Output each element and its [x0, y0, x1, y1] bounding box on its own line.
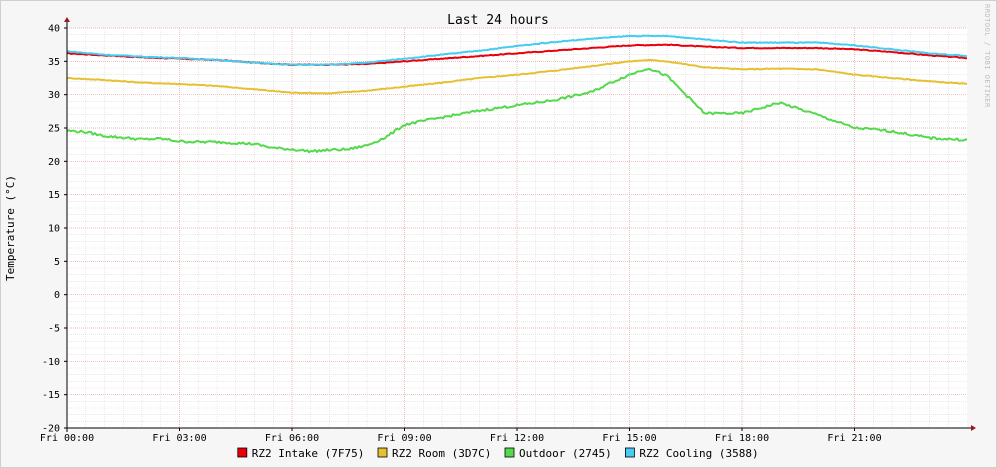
legend-swatch: [504, 447, 515, 458]
y-axis-label: Temperature (°C): [4, 175, 17, 281]
y-tick-label: -15: [42, 390, 60, 401]
x-tick-label: Fri 15:00: [602, 433, 656, 444]
legend-swatch: [625, 447, 635, 458]
y-tick-label: 30: [48, 90, 60, 101]
y-tick-label: 20: [48, 157, 60, 168]
y-tick-label: 15: [48, 190, 60, 201]
legend-swatch: [237, 447, 248, 458]
y-tick-labels: 40 35 30 25 20 15 10 5 0 -5 -10 -15 -20: [42, 24, 60, 435]
x-tick-label: Fri 21:00: [827, 433, 881, 444]
x-tick-label: Fri 03:00: [152, 433, 206, 444]
series-line: [66, 34, 968, 67]
legend-label: Outdoor (2745): [519, 447, 612, 460]
x-tick-label: Fri 12:00: [490, 433, 544, 444]
y-tick-label: -5: [48, 324, 60, 335]
major-grid: [66, 27, 967, 429]
x-tick-label: Fri 18:00: [715, 433, 769, 444]
y-tick-label: -20: [42, 424, 60, 435]
series-line: [66, 67, 968, 154]
x-tick-labels: Fri 00:00 Fri 03:00 Fri 06:00 Fri 09:00 Fri …: [40, 433, 882, 444]
legend-item: RZ2 Intake (7F75): [237, 447, 365, 460]
y-tick-label: 25: [48, 124, 60, 135]
legend-label: RZ2 Intake (7F75): [252, 447, 365, 460]
legend-item: Outdoor (2745): [504, 447, 612, 460]
series-lines: [66, 34, 968, 154]
legend-label: RZ2 Room (3D7C): [392, 447, 491, 460]
x-tick-label: Fri 06:00: [265, 433, 319, 444]
axes: [64, 17, 976, 432]
x-tick-label: Fri 09:00: [377, 433, 431, 444]
legend-label: RZ2 Cooling (3588): [639, 447, 758, 460]
rrdtool-watermark: RRDTOOL / TOBI OETIKER: [983, 4, 991, 108]
y-tick-label: 35: [48, 57, 60, 68]
legend-item: RZ2 Cooling (3588): [625, 447, 759, 460]
y-axis-arrow-icon: [64, 17, 70, 22]
legend-item: RZ2 Room (3D7C): [377, 447, 491, 460]
chart-title: Last 24 hours: [447, 13, 549, 28]
y-tick-label: 10: [48, 224, 60, 235]
y-tick-label: -10: [42, 357, 60, 368]
x-axis-arrow-icon: [971, 425, 976, 431]
y-tick-label: 40: [48, 24, 60, 35]
x-tick-label: Fri 00:00: [40, 433, 94, 444]
legend: RZ2 Intake (7F75) RZ2 Room (3D7C) Outdoor …: [237, 447, 759, 460]
y-tick-label: 5: [54, 257, 60, 268]
legend-swatch: [377, 447, 388, 458]
y-tick-label: 0: [54, 290, 60, 301]
series-line: [66, 58, 968, 95]
